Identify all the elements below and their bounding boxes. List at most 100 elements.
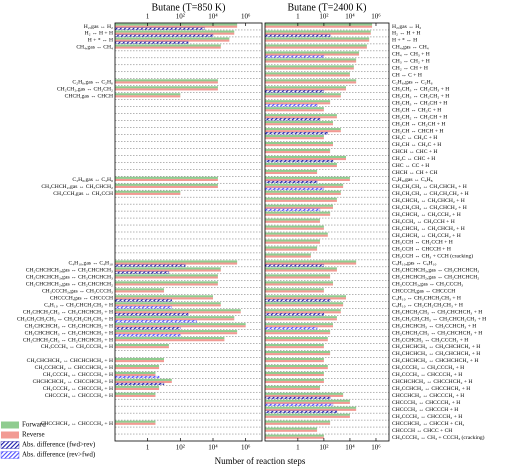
bar [265,267,337,270]
x-tick-label: 10² [176,444,185,452]
bar [265,178,350,182]
bar [115,30,235,33]
bar [265,79,357,82]
category-label: H₂ ↔ H + H [392,31,420,37]
category-label: CHCCHCH₂ ↔ CHCCCH₂ + H [392,393,464,399]
category-label: CH₃CCH,gas ↔ CH₃CCH [53,191,113,197]
category-label: CH₂CCHCH₂ ↔ CHCCHCH₂ + H [35,365,113,371]
category-label: CH₃CHCHCH₃ ↔ CH₂CHCHCH₃ + H [392,351,480,357]
category-label: H₂,gas ↔ H₂ [392,24,421,30]
bar [265,246,318,249]
bar [115,37,230,40]
bar [115,95,181,98]
bar [265,206,333,209]
bar [115,176,218,179]
x-tick-label: 10⁶ [371,444,381,452]
category-label: CH₃CH₃ ↔ CH₂CH₃ + H [392,86,449,92]
bar [265,185,344,188]
bar [265,141,333,145]
bar [265,37,370,40]
category-label: CH₃CCCH₃,gas ↔ CH₃CCCH₃ [42,288,113,294]
bar [115,385,160,388]
bar [265,169,318,172]
bar [265,325,333,328]
x-tick-label: 10⁶ [371,13,381,21]
bar [265,211,331,214]
category-label: H + * ↔ H [392,38,417,44]
bar [265,427,318,430]
bar [114,306,172,309]
bar [115,422,156,425]
bar [115,46,221,49]
bar [115,276,218,279]
bar [115,88,218,91]
bar [265,109,324,112]
bar [264,410,338,413]
bar [115,274,218,277]
bar [115,295,213,298]
bar [265,332,331,335]
legend-label: Reverse [22,431,45,439]
bar [265,378,324,381]
bar [265,102,331,105]
category-label: H₂ ↔ H + H [85,31,113,37]
bar [265,204,333,207]
category-label: CH₃CHCHCH₃,gas ↔ CH₃CHCHCH₃ [26,275,113,281]
bar [114,271,170,274]
category-label: CH₃CH ↔ CH₃C + H [392,107,441,113]
bar [265,330,331,333]
bar [265,225,324,228]
bar [115,290,164,293]
bar [265,162,337,165]
bar [265,72,350,75]
bar [264,403,334,406]
category-label: CHCCHCH₂ ↔ CHCCH + CH₂ [392,421,464,427]
bar [265,295,347,298]
bar [115,297,213,300]
bar [264,180,318,183]
category-label: CH₂CHCH₂CH₃ ↔ CH₂CHCHCH₃ + H [392,330,482,336]
bar [265,253,311,256]
bar [115,283,218,286]
bar [265,39,370,42]
bar [265,46,367,49]
category-label: CH₂CHCH₂ ↔ CH₂CCH₂ + H [392,233,461,239]
category-label: CH₄,gas ↔ CH₄ [392,45,429,51]
bar [265,276,331,279]
bar [265,394,344,397]
category-label: CH₃CCCH₃ ↔ CH₂CCCH₃ + H [41,344,113,350]
bar [265,274,331,277]
category-label: CHCCCH₂ ↔ CHCCCH + H [392,407,458,413]
bar [115,346,169,349]
bar [265,190,341,193]
bar [265,199,337,202]
category-label: CH₂C ↔ CHC + H [392,156,435,162]
bar [265,67,354,70]
x-tick-label: 1 [146,444,150,452]
category-label: CH₂CHCH₂CH₃ ↔ CH₂CHCHCH₃ + H [23,337,113,343]
category-label: CH₂CH ↔ CH₂C + H [392,142,441,148]
bar [264,90,325,93]
bar [264,104,318,107]
panel-title: Butane (T=2400 K) [288,2,367,13]
bar [265,148,331,152]
bar [115,318,235,321]
bar [265,114,337,117]
bar [265,255,311,258]
category-label: CH₂CCCH₂ ↔ CHCCCH₂ + H [392,414,462,420]
bar [265,360,324,363]
x-tick-label: 10⁴ [345,13,355,21]
bar [265,323,333,326]
bar [265,144,333,147]
bar [264,187,325,190]
legend-swatch [1,421,19,429]
bar [265,350,331,354]
bar [265,401,350,404]
bar [265,364,328,368]
bar [115,309,241,312]
bar [115,183,218,186]
bar [115,86,218,89]
bar [265,290,324,293]
bar [265,137,324,140]
bar [265,123,333,126]
